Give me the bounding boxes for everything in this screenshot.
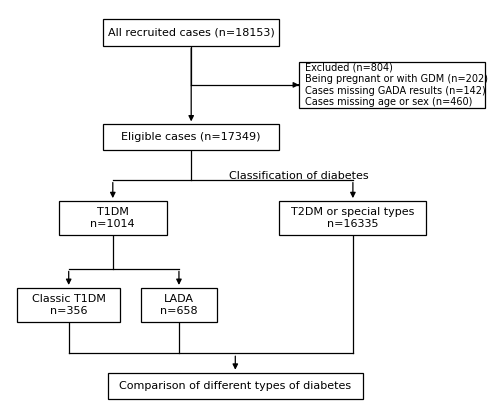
Text: Classic T1DM
n=356: Classic T1DM n=356 bbox=[32, 294, 106, 316]
Text: LADA
n=658: LADA n=658 bbox=[160, 294, 198, 316]
FancyBboxPatch shape bbox=[18, 288, 120, 322]
FancyBboxPatch shape bbox=[141, 288, 217, 322]
FancyBboxPatch shape bbox=[280, 201, 426, 235]
FancyBboxPatch shape bbox=[59, 201, 166, 235]
Text: All recruited cases (n=18153): All recruited cases (n=18153) bbox=[108, 27, 274, 37]
Text: Classification of diabetes: Classification of diabetes bbox=[229, 171, 369, 181]
Text: T2DM or special types
n=16335: T2DM or special types n=16335 bbox=[291, 207, 414, 229]
Text: T1DM
n=1014: T1DM n=1014 bbox=[90, 207, 135, 229]
Text: Eligible cases (n=17349): Eligible cases (n=17349) bbox=[122, 132, 261, 143]
Text: Comparison of different types of diabetes: Comparison of different types of diabete… bbox=[119, 381, 352, 391]
FancyBboxPatch shape bbox=[299, 62, 485, 108]
Text: Excluded (n=804)
Being pregnant or with GDM (n=202)
Cases missing GADA results (: Excluded (n=804) Being pregnant or with … bbox=[305, 63, 488, 107]
FancyBboxPatch shape bbox=[108, 372, 362, 399]
FancyBboxPatch shape bbox=[103, 124, 280, 150]
FancyBboxPatch shape bbox=[103, 19, 280, 45]
